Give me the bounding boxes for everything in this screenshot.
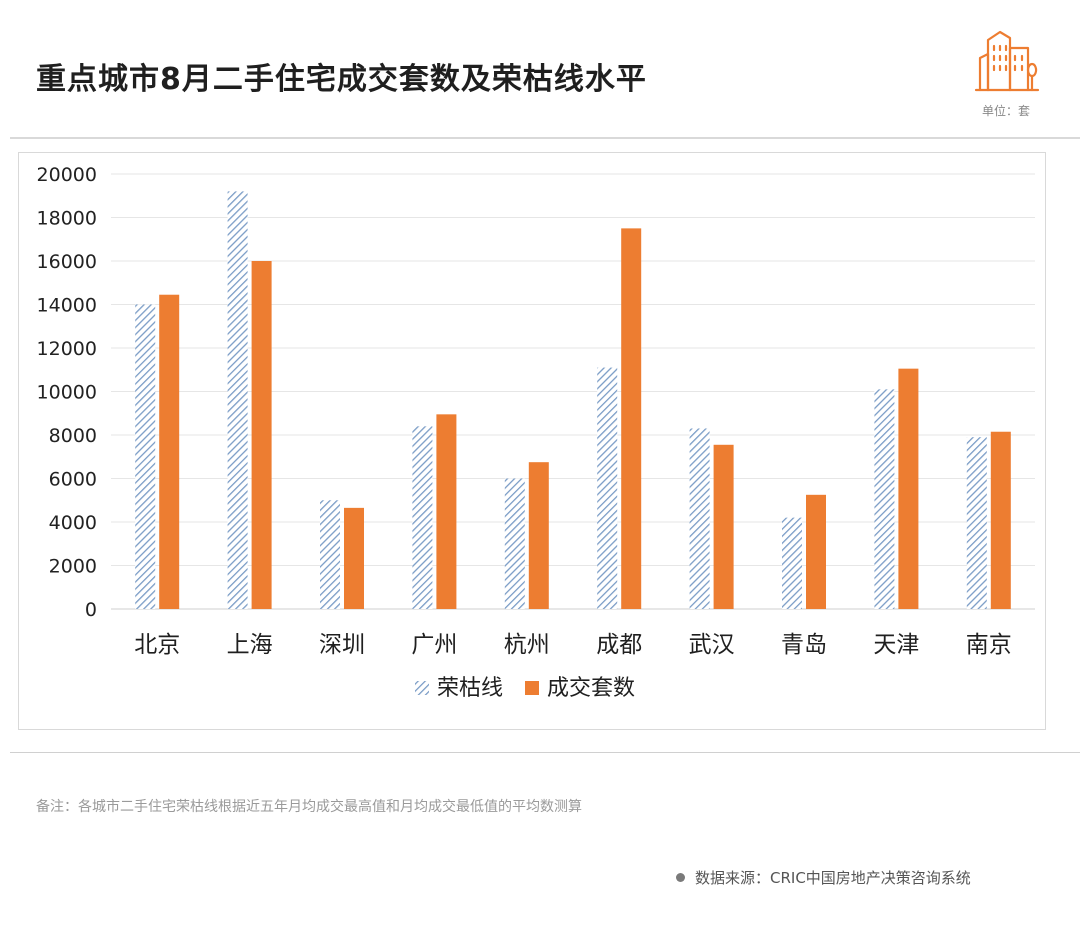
y-tick-label: 16000 [37,251,97,273]
bar-transactions-9 [990,431,1011,609]
header-divider [10,137,1080,139]
x-tick-label: 深圳 [319,632,365,658]
legend-swatch [415,681,429,695]
bar-transactions-1 [251,261,272,609]
bar-threshold-1 [227,191,248,609]
y-tick-label: 10000 [37,382,97,404]
bar-transactions-4 [528,462,549,609]
bar-threshold-8 [874,389,895,609]
x-tick-label: 南京 [966,632,1012,658]
bar-threshold-2 [320,500,340,609]
bar-transactions-6 [713,444,734,609]
y-tick-label: 4000 [49,512,97,534]
bar-threshold-5 [597,367,618,609]
bar-threshold-0 [135,304,156,609]
bar-threshold-6 [689,428,710,609]
chart-divider [10,752,1080,753]
bullet-icon [676,873,685,882]
y-tick-label: 20000 [37,164,97,186]
y-tick-label: 14000 [37,295,97,317]
y-tick-label: 0 [85,599,97,621]
building-icon [974,30,1040,92]
bar-threshold-9 [966,437,987,609]
bar-transactions-0 [159,294,180,609]
legend-label: 成交套数 [547,676,635,701]
unit-label: 单位：套 [982,104,1031,118]
source-line: 数据来源：CRIC中国房地产决策咨询系统 [676,867,971,888]
legend-swatch [525,681,539,695]
bar-transactions-3 [436,414,457,609]
x-tick-label: 天津 [873,632,919,658]
x-tick-label: 杭州 [504,632,550,658]
legend-label: 荣枯线 [437,676,503,701]
source-text: 数据来源：CRIC中国房地产决策咨询系统 [695,869,971,887]
x-tick-label: 武汉 [689,632,735,658]
bar-chart: 0 2000 4000 6000 8000 10000 12000 14000 16000 180… [37,164,1035,701]
bar-threshold-3 [412,426,433,609]
x-tick-label: 上海 [227,632,273,658]
y-tick-label: 8000 [49,425,97,447]
chart-frame: 0 2000 4000 6000 8000 10000 12000 14000 16000 180… [18,152,1046,730]
page-title: 重点城市8月二手住宅成交套数及荣枯线水平 [36,62,647,97]
x-tick-label: 青岛 [781,632,827,658]
y-tick-label: 18000 [37,208,97,230]
bar-transactions-7 [806,494,826,609]
bar-transactions-8 [898,368,919,609]
bar-transactions-5 [621,228,642,609]
x-tick-label: 广州 [411,632,457,658]
y-tick-label: 2000 [49,556,97,578]
bar-threshold-7 [782,517,802,609]
y-tick-label: 12000 [37,338,97,360]
bar-transactions-2 [344,507,364,609]
x-tick-label: 北京 [134,632,180,658]
footnote: 备注：各城市二手住宅荣枯线根据近五年月均成交最高值和月均成交最低值的平均数测算 [36,799,582,815]
y-tick-label: 6000 [49,469,97,491]
x-tick-label: 成都 [596,632,642,658]
bar-threshold-4 [504,478,525,609]
